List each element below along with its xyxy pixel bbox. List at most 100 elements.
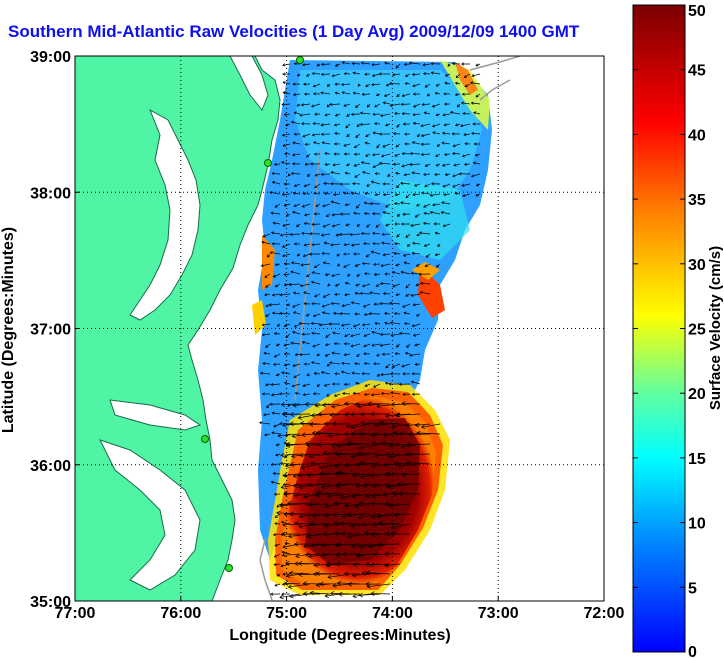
velocity-arrow-head (385, 472, 390, 477)
velocity-arrow-head (270, 382, 274, 387)
velocity-arrow-head (366, 224, 370, 228)
velocity-arrow (420, 291, 431, 295)
velocity-arrow (274, 583, 281, 587)
velocity-arrow-head (311, 271, 315, 275)
velocity-arrow-head (449, 111, 454, 115)
velocity-arrow-head (363, 361, 367, 366)
velocity-arrow-head (384, 381, 388, 385)
velocity-arrow-head (320, 542, 326, 548)
velocity-arrow (351, 423, 371, 429)
velocity-arrow (330, 243, 341, 246)
x-axis-label: Longitude (Degrees:Minutes) (229, 627, 450, 644)
velocity-arrow (344, 293, 351, 296)
velocity-arrow-head (394, 111, 398, 116)
velocity-arrow-head (304, 142, 308, 146)
velocity-arrow (284, 283, 291, 286)
velocity-arrow (350, 233, 361, 236)
velocity-arrow-head (286, 303, 290, 307)
velocity-arrow-head (403, 261, 407, 265)
velocity-arrow (392, 73, 401, 76)
velocity-arrow-head (354, 362, 358, 366)
velocity-arrow-head (274, 583, 278, 587)
velocity-arrow-head (385, 413, 390, 419)
velocity-arrow-head (384, 563, 389, 568)
velocity-arrow (422, 103, 431, 106)
velocity-arrow (401, 403, 421, 405)
velocity-arrow-head (311, 430, 317, 436)
velocity-arrow (343, 263, 351, 268)
velocity-arrow-head (312, 344, 316, 348)
x-tick-label: 77:00 (55, 605, 96, 622)
velocity-arrow (274, 163, 281, 165)
velocity-arrow-head (416, 203, 420, 207)
velocity-arrow (475, 63, 481, 67)
velocity-arrow (300, 463, 321, 469)
velocity-arrow-head (409, 353, 413, 357)
velocity-arrow (394, 462, 411, 465)
velocity-arrow (359, 593, 381, 596)
velocity-arrow-head (326, 493, 332, 499)
velocity-arrow-head (318, 323, 322, 327)
velocity-arrow-head (344, 571, 349, 577)
velocity-arrow-head (401, 112, 405, 116)
velocity-arrow (365, 253, 371, 258)
velocity-arrow-head (469, 81, 474, 85)
velocity-arrow-head (360, 420, 365, 426)
velocity-arrow-head (299, 420, 305, 426)
velocity-arrow (380, 333, 391, 335)
velocity-arrow (363, 333, 371, 337)
velocity-arrow (331, 273, 341, 277)
velocity-arrow-head (363, 312, 367, 317)
velocity-arrow (442, 132, 451, 135)
velocity-arrow (291, 173, 301, 175)
velocity-arrow-head (399, 331, 403, 336)
velocity-arrow-head (385, 223, 389, 227)
velocity-arrow-head (346, 512, 352, 517)
velocity-arrow-head (303, 291, 307, 295)
velocity-arrow (361, 161, 371, 165)
velocity-arrow-head (391, 364, 395, 368)
velocity-arrow-head (330, 200, 334, 204)
velocity-arrow-head (460, 101, 464, 105)
velocity-arrow (332, 223, 341, 227)
velocity-arrow-head (337, 542, 342, 548)
velocity-arrow-head (400, 222, 404, 226)
velocity-arrow (432, 203, 441, 206)
velocity-arrow (265, 303, 271, 308)
velocity-arrow-head (294, 391, 298, 395)
velocity-arrow-head (344, 503, 349, 508)
velocity-arrow-head (365, 493, 370, 499)
velocity-arrow (396, 123, 401, 128)
velocity-arrow (382, 211, 391, 215)
velocity-arrow (270, 383, 281, 386)
velocity-arrow (301, 103, 311, 106)
velocity-arrow-head (279, 293, 283, 297)
velocity-arrow-head (261, 392, 265, 396)
velocity-arrow (405, 73, 411, 77)
velocity-arrow (335, 113, 341, 117)
velocity-arrow-head (282, 544, 287, 549)
velocity-arrow-head (432, 203, 436, 207)
velocity-arrow (362, 323, 371, 326)
velocity-arrow-head (315, 571, 320, 576)
velocity-arrow (415, 363, 421, 365)
velocity-arrow (358, 453, 381, 455)
velocity-arrow-head (305, 442, 311, 448)
velocity-arrow-head (274, 543, 278, 547)
velocity-arrow-head (323, 241, 327, 245)
velocity-arrow (345, 282, 351, 285)
velocity-arrow (395, 353, 401, 355)
velocity-arrow (292, 331, 301, 335)
velocity-arrow (373, 132, 381, 135)
velocity-arrow-head (373, 302, 377, 306)
velocity-arrow-head (393, 251, 397, 255)
velocity-arrow-head (271, 411, 275, 415)
velocity-arrow-head (294, 353, 298, 357)
velocity-arrow-head (334, 63, 339, 67)
velocity-arrow-head (385, 365, 389, 369)
velocity-arrow-head (302, 134, 306, 138)
velocity-arrow (361, 572, 381, 575)
velocity-arrow-head (344, 462, 349, 468)
velocity-arrow-head (400, 270, 404, 274)
